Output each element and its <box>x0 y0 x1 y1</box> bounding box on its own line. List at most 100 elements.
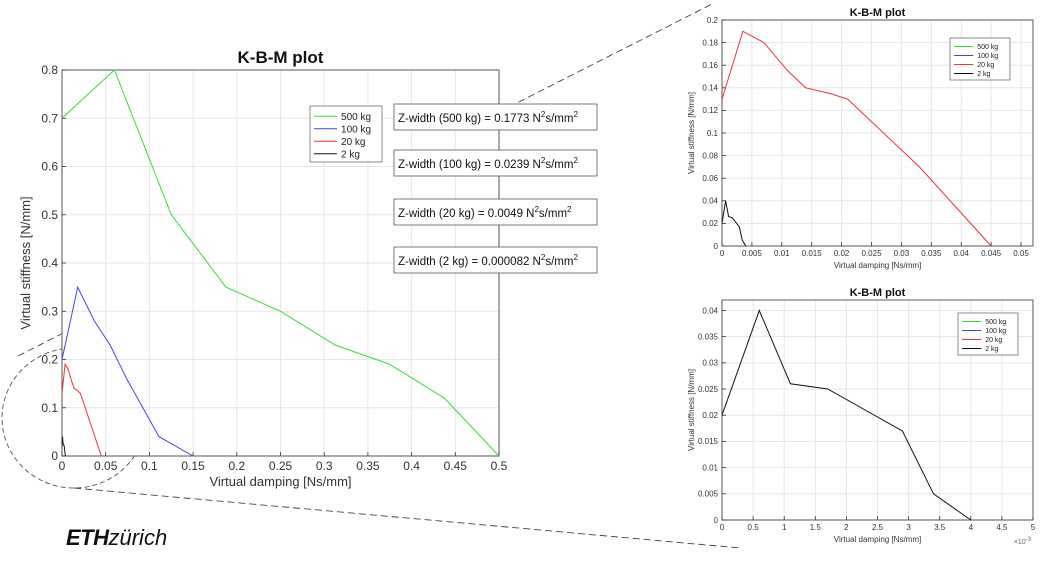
chart-title: K-B-M plot <box>850 7 906 19</box>
series-line-2-kg <box>721 200 747 247</box>
y-tick-label: 0.035 <box>698 332 719 341</box>
x-tick-label: 0.3 <box>316 459 333 473</box>
annotation-unit: s/mm <box>545 256 573 268</box>
annotation-unit: s/mm <box>545 159 573 171</box>
z-width-annotation-box <box>393 198 598 226</box>
y-tick-label: 0.5 <box>41 208 58 222</box>
series-line-20-kg <box>61 362 102 457</box>
z-width-annotation: Z-width (20 kg) = 0.0049 N2s/mm2 <box>398 205 572 220</box>
legend-entry: 20 kg <box>985 337 1002 344</box>
y-axis-label: Virtual stiffness [N/mm] <box>18 196 33 329</box>
z-width-annotation-box <box>393 246 598 274</box>
z-width-annotation-box <box>393 149 598 177</box>
y-tick-label: 0.005 <box>698 490 719 499</box>
x-tick-label: 0.1 <box>141 459 158 473</box>
series-line-2-kg <box>721 309 972 521</box>
series-line-20-kg <box>721 30 992 247</box>
series-line-500-kg <box>61 69 500 457</box>
y-tick-label: 0.03 <box>702 359 718 368</box>
x-tick-label: 0.04 <box>953 249 969 258</box>
x-tick-label: 0.005 <box>742 249 763 258</box>
x-axis-label: Virtual damping [Ns/mm] <box>834 261 921 270</box>
main-chart: 0 0.05 0.1 0.15 0.2 0.25 0.3 0.35 0.4 0.45 0.5 0 0.1… <box>18 48 598 489</box>
x-exponent-sup: -3 <box>1026 537 1032 543</box>
x-tick-label: 1.5 <box>810 523 822 532</box>
chart-title: K-B-M plot <box>238 48 324 67</box>
legend-entry: 100 kg <box>977 53 998 60</box>
eth-zurich-logo: ETHzürich <box>66 525 167 551</box>
x-tick-label: 3 <box>906 523 911 532</box>
legend-entry: 2 kg <box>985 346 998 353</box>
x-axis-label: Virtual damping [Ns/mm] <box>209 474 351 489</box>
x-tick-label: 0 <box>59 459 66 473</box>
x-tick-label: 5 <box>1031 523 1036 532</box>
x-tick-label: 0.25 <box>269 459 293 473</box>
z-width-annotation: Z-width (100 kg) = 0.0239 N2s/mm2 <box>398 156 578 171</box>
x-tick-label: 4.5 <box>996 523 1008 532</box>
y-tick-label: 0.12 <box>702 106 718 115</box>
x-tick-label: 4 <box>969 523 974 532</box>
legend-entry: 500 kg <box>977 44 998 51</box>
y-tick-label: 0 <box>714 242 719 251</box>
z-width-annotation: Z-width (500 kg) = 0.1773 N2s/mm2 <box>398 110 578 125</box>
y-tick-label: 0.14 <box>702 84 718 93</box>
zoom-chart-bottom: 0 0.5 1 1.5 2 2.5 3 3.5 4 4.5 5 0 0.005 0.01 0.015 0.02… <box>687 287 1036 546</box>
x-axis-label: Virtual damping [Ns/mm] <box>834 535 921 544</box>
annotation-unit: s/mm <box>545 113 573 125</box>
x-tick-label: 0.03 <box>894 249 910 258</box>
y-tick-label: 0.3 <box>41 304 58 318</box>
x-exponent-label: ×10-3 <box>1014 537 1032 546</box>
x-tick-label: 0.02 <box>834 249 850 258</box>
x-tick-label: 3.5 <box>934 523 946 532</box>
legend-entry: 20 kg <box>977 62 994 69</box>
legend-entry: 2 kg <box>977 71 990 78</box>
chart-title: K-B-M plot <box>850 287 906 299</box>
y-axis-label: Virtual stiffness [N/mm] <box>687 92 696 174</box>
x-tick-label: 1 <box>782 523 787 532</box>
x-tick-label: 0.45 <box>444 459 468 473</box>
y-tick-label: 0.08 <box>702 151 718 160</box>
y-tick-label: 0.04 <box>702 306 718 315</box>
legend-entry: 500 kg <box>341 112 371 123</box>
annotation-sup: 2 <box>541 253 546 262</box>
y-tick-label: 0.04 <box>702 197 718 206</box>
y-tick-label: 0.02 <box>702 411 718 420</box>
legend-entry: 100 kg <box>341 124 371 135</box>
x-tick-label: 0.015 <box>802 249 823 258</box>
series-line-2-kg <box>61 436 66 457</box>
y-tick-label: 0.8 <box>41 63 58 77</box>
x-tick-label: 2.5 <box>872 523 884 532</box>
x-tick-label: 0.15 <box>181 459 205 473</box>
x-tick-label: 0.05 <box>1013 249 1029 258</box>
y-tick-label: 0.025 <box>698 385 719 394</box>
series-line-100-kg <box>61 285 194 457</box>
zoom-connector-bottom <box>73 487 741 549</box>
z-width-annotation-box <box>393 103 598 131</box>
x-tick-label: 0.025 <box>862 249 883 258</box>
x-tick-label: 0.35 <box>356 459 380 473</box>
x-tick-label: 0 <box>720 523 725 532</box>
x-tick-label: 0.045 <box>981 249 1002 258</box>
y-tick-label: 0.4 <box>41 256 58 270</box>
y-tick-label: 0.18 <box>702 38 718 47</box>
y-tick-label: 0.2 <box>707 16 719 25</box>
x-tick-label: 0.5 <box>748 523 760 532</box>
y-tick-label: 0 <box>714 516 719 525</box>
annotation-sup: 2 <box>573 253 578 262</box>
legend-entry: 100 kg <box>985 328 1006 335</box>
y-axis-label: Virtual stiffness [N/mm] <box>687 369 696 451</box>
y-tick-label: 0.7 <box>41 111 58 125</box>
x-tick-label: 0.01 <box>774 249 790 258</box>
y-tick-label: 0.2 <box>41 353 58 367</box>
y-tick-label: 0.6 <box>41 160 58 174</box>
legend-entry: 500 kg <box>985 319 1006 326</box>
x-tick-label: 0.035 <box>921 249 942 258</box>
x-tick-label: 0.2 <box>228 459 245 473</box>
logo-zurich: zürich <box>108 525 168 550</box>
annotation-sup: 2 <box>541 110 546 119</box>
y-tick-label: 0.16 <box>702 61 718 70</box>
y-tick-label: 0.1 <box>41 401 58 415</box>
annotation-sup: 2 <box>534 205 539 214</box>
y-tick-label: 0.02 <box>702 219 718 228</box>
